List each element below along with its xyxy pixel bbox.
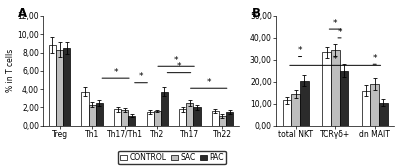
- Legend: CONTROL, SAC, PAC: CONTROL, SAC, PAC: [118, 151, 226, 164]
- Bar: [81, 92, 88, 126]
- Bar: [114, 109, 121, 126]
- Text: *: *: [298, 46, 302, 55]
- Bar: [291, 94, 300, 126]
- Bar: [49, 45, 56, 126]
- Bar: [219, 116, 226, 126]
- Bar: [179, 109, 186, 126]
- Bar: [154, 111, 161, 126]
- Text: A: A: [18, 7, 27, 20]
- Bar: [161, 92, 168, 126]
- Bar: [121, 110, 128, 126]
- Bar: [322, 52, 331, 126]
- Text: *: *: [174, 56, 178, 65]
- Bar: [362, 91, 370, 126]
- Bar: [96, 103, 103, 126]
- Bar: [194, 108, 201, 126]
- Bar: [340, 71, 348, 126]
- Bar: [370, 84, 379, 126]
- Text: *: *: [139, 72, 143, 81]
- Bar: [128, 116, 136, 126]
- Text: B: B: [252, 7, 261, 20]
- Text: *: *: [177, 62, 181, 71]
- Bar: [283, 100, 291, 126]
- Bar: [88, 105, 96, 126]
- Y-axis label: % in T cells: % in T cells: [6, 49, 14, 92]
- Text: *: *: [372, 54, 377, 63]
- Text: *: *: [113, 68, 118, 77]
- Text: *: *: [333, 55, 338, 64]
- Text: *: *: [333, 19, 338, 28]
- Bar: [56, 50, 63, 126]
- Bar: [63, 48, 70, 126]
- Bar: [379, 103, 388, 126]
- Bar: [146, 112, 154, 126]
- Bar: [300, 81, 309, 126]
- Bar: [186, 103, 194, 126]
- Bar: [226, 112, 233, 126]
- Text: *: *: [206, 78, 211, 87]
- Text: *: *: [337, 28, 342, 37]
- Bar: [212, 111, 219, 126]
- Bar: [331, 50, 340, 126]
